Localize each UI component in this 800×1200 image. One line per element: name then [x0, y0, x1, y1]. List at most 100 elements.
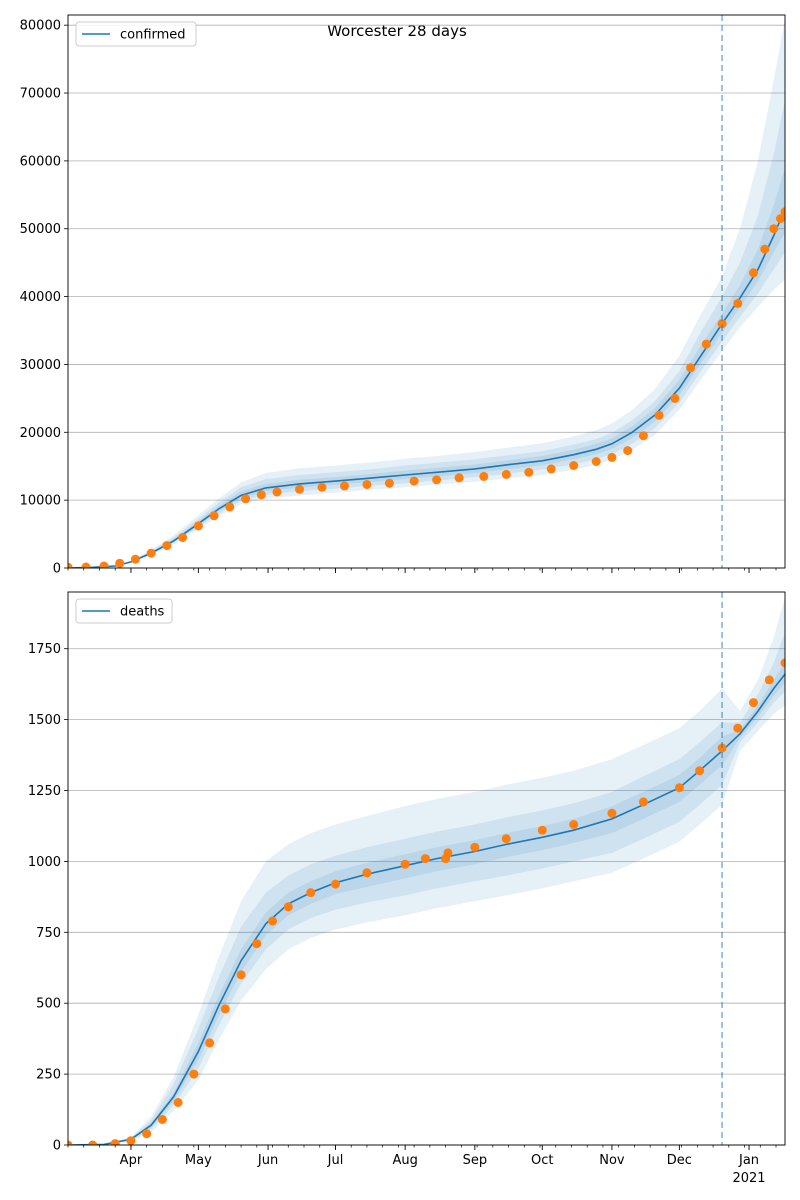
confirmed-panel: 0 10000 20000 30000 40000 50000 60000 70000 8000…: [20, 14, 786, 577]
observed-point: [623, 446, 633, 456]
chart-title: Worcester 28 days: [327, 22, 467, 40]
legend-box: [75, 598, 173, 624]
legend: deaths: [75, 598, 173, 624]
observed-point: [420, 854, 430, 864]
x-tick-label: Jan: [738, 1153, 759, 1168]
plot-frame: [67, 14, 786, 569]
observed-point: [99, 561, 109, 568]
y-tick-label: 250: [36, 1068, 61, 1083]
y-tick-label: 10000: [20, 494, 61, 509]
observed-point: [686, 363, 696, 373]
y-tick-label: 0: [53, 562, 61, 577]
observed-point: [68, 1140, 73, 1145]
observed-point: [776, 214, 785, 224]
y-tick-label: 1750: [28, 642, 61, 657]
shared-x-axis: Apr May Jun Jul Aug Sep Oct Nov Dec Jan 2021: [120, 568, 766, 1186]
observed-point: [130, 554, 140, 564]
observed-point: [717, 319, 727, 329]
observed-point: [220, 1004, 230, 1014]
observed-point: [432, 475, 442, 485]
observed-point: [173, 1098, 183, 1107]
observed-point: [479, 471, 489, 481]
y-tick-label: 70000: [20, 87, 61, 102]
uncertainty-band-1: [68, 18, 785, 568]
observed-point: [638, 797, 648, 807]
observed-point: [501, 834, 511, 844]
observed-point: [654, 410, 664, 420]
y-tick-label: 80000: [20, 19, 61, 34]
observed-point: [569, 461, 579, 470]
observed-point: [470, 842, 480, 852]
observed-point: [362, 868, 372, 878]
observed-point: [268, 916, 277, 926]
observed-point: [780, 207, 785, 217]
observed-point: [537, 825, 547, 835]
observed-point: [81, 562, 91, 568]
observed-point: [317, 482, 327, 492]
observed-point: [591, 457, 601, 466]
x-tick-label: Jun: [257, 1153, 278, 1168]
x-tick-label: Apr: [120, 1153, 143, 1168]
plot-frame: [67, 591, 786, 1146]
x-tick-label: Oct: [531, 1153, 553, 1168]
observed-point: [252, 939, 262, 949]
observed-point: [607, 452, 617, 462]
x-year-label: 2021: [732, 1171, 765, 1186]
x-tick-label: Dec: [667, 1153, 692, 1168]
observed-point: [764, 675, 774, 685]
y-tick-label: 1000: [28, 855, 61, 870]
observed-point: [225, 502, 235, 512]
observed-point: [189, 1069, 199, 1079]
observed-point: [674, 783, 684, 793]
observed-point: [384, 478, 394, 488]
observed-point: [760, 244, 770, 254]
observed-point: [241, 494, 251, 504]
observed-point: [283, 902, 293, 912]
observed-point: [209, 511, 219, 521]
y-tick-label: 30000: [20, 358, 61, 373]
observed-point: [272, 487, 282, 497]
observed-point: [454, 473, 464, 483]
observed-point: [88, 1140, 98, 1145]
y-tick-label: 0: [53, 1139, 61, 1154]
y-tick-label: 50000: [20, 222, 61, 237]
model-line: [68, 673, 785, 1145]
observed-point: [295, 484, 304, 494]
observed-point: [236, 970, 246, 980]
legend-label: confirmed: [120, 28, 186, 43]
observed-point: [409, 476, 419, 486]
observed-point: [362, 480, 372, 489]
observed-point: [110, 1139, 120, 1145]
y-tick-label: 20000: [20, 426, 61, 441]
legend-label: deaths: [120, 605, 165, 620]
plot-area: [68, 18, 785, 568]
x-tick-label: Aug: [392, 1153, 417, 1168]
observed-point: [146, 548, 156, 558]
observed-point: [501, 469, 511, 479]
uncertainty-band-2: [68, 631, 785, 1145]
observed-point: [607, 808, 617, 818]
y-tick-label: 750: [36, 926, 61, 941]
y-tick-label: 40000: [20, 290, 61, 305]
observed-point: [115, 558, 125, 568]
observed-point: [749, 268, 758, 278]
observed-point: [178, 533, 188, 542]
x-tick-label: Nov: [599, 1153, 625, 1168]
observed-point: [68, 562, 73, 568]
plot-area: [68, 597, 785, 1145]
x-tick-label: Sep: [463, 1153, 488, 1168]
observed-point: [695, 766, 705, 776]
observed-point: [670, 393, 680, 403]
observed-point: [193, 521, 203, 531]
observed-point: [733, 723, 743, 733]
observed-point: [780, 658, 785, 668]
observed-point: [256, 490, 266, 500]
deaths-panel: 0 250 500 750 1000 1250 1500 1750 deaths: [28, 591, 786, 1154]
observed-point: [524, 467, 534, 477]
y-tick-label: 60000: [20, 154, 61, 169]
y-tick-label: 500: [36, 997, 61, 1012]
observed-point: [162, 541, 172, 551]
y-tick-label: 1500: [28, 713, 61, 728]
observed-point: [769, 224, 779, 234]
